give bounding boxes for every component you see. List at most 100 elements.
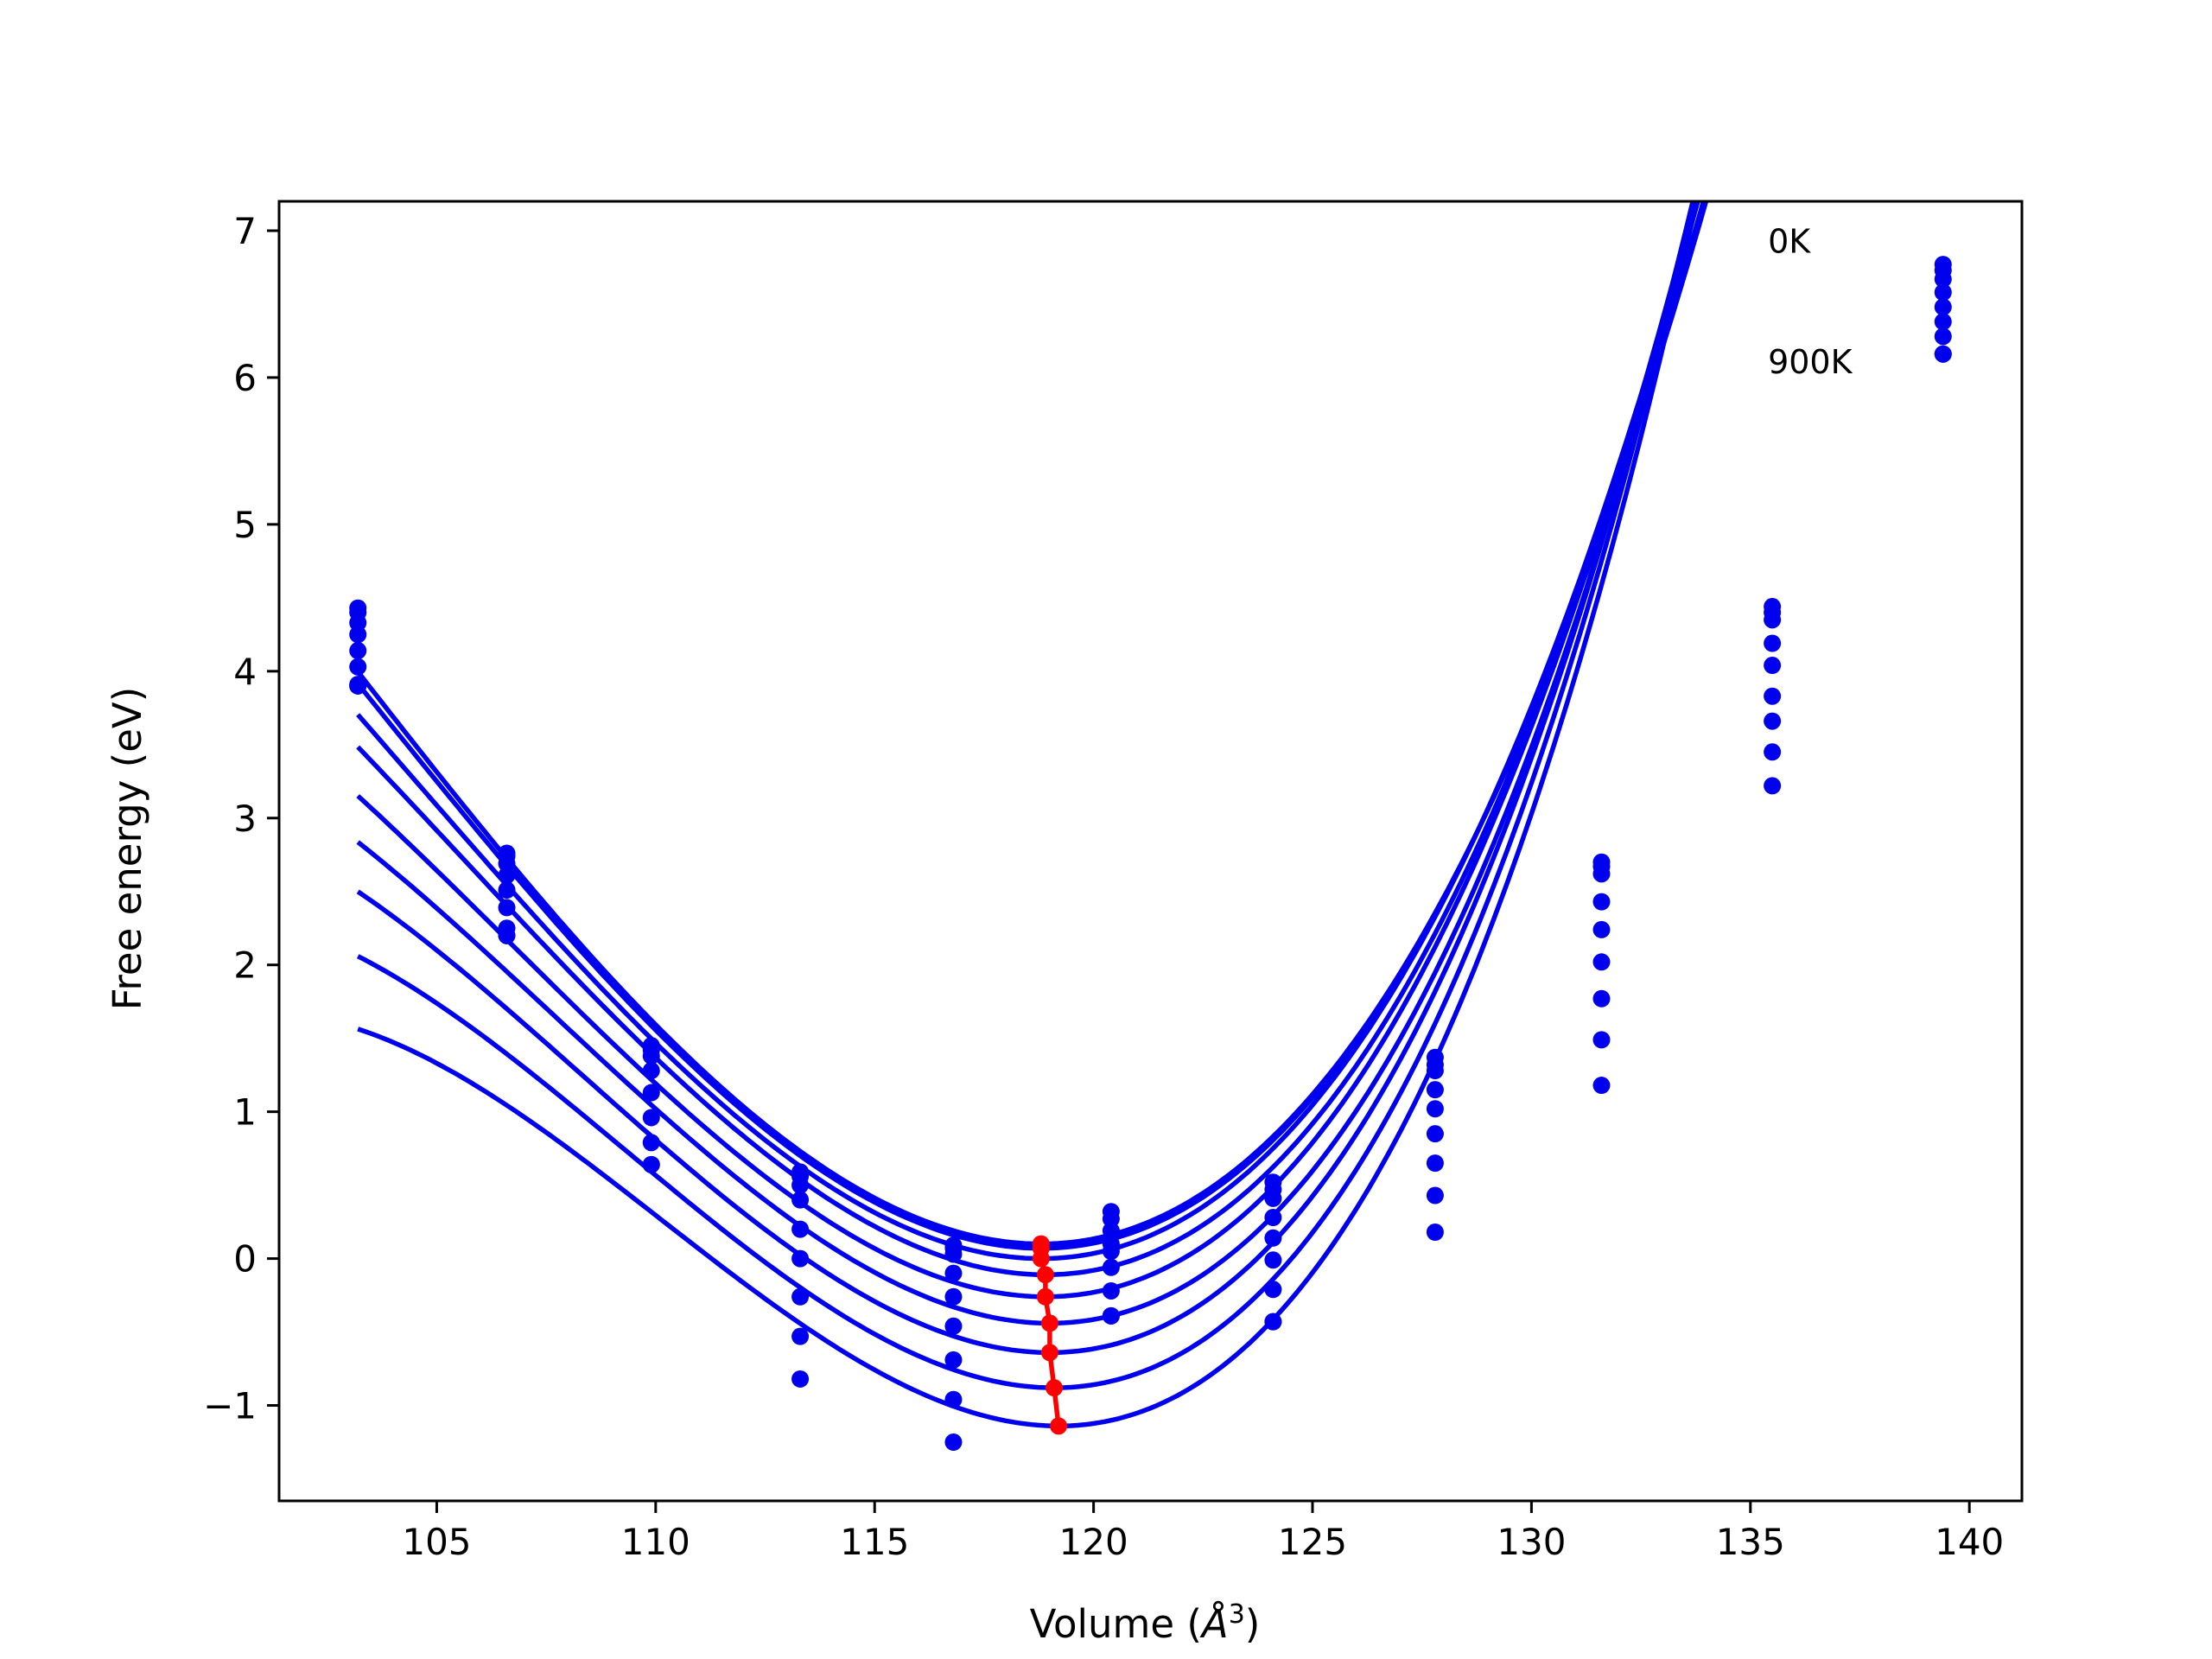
fit-curve-8: [356, 201, 1697, 1390]
data-point-s3-v5: [944, 1245, 963, 1263]
y-tick-label-7: 7: [233, 210, 257, 252]
data-point-s6-v3: [642, 1109, 660, 1127]
data-point-s9-v1: [349, 677, 367, 695]
data-point-s6-v9: [1592, 953, 1611, 971]
annotation-1: 0K: [1768, 222, 1811, 260]
x-axis-label-exponent: 3: [1229, 1599, 1245, 1630]
y-axis-ticks: −1 0 1 2 3 4 5 6 7: [203, 210, 279, 1427]
data-point-s9-v8: [1426, 1224, 1444, 1242]
data-point-s5-v4: [791, 1220, 810, 1238]
data-point-s7-v6: [1102, 1281, 1120, 1300]
data-point-s7-v4: [791, 1287, 810, 1306]
data-point-s9-v10: [1764, 777, 1782, 795]
minimum-point-3: [1032, 1249, 1050, 1268]
data-point-s3-v9: [1592, 865, 1611, 883]
data-point-s5-v11: [1934, 298, 1952, 316]
y-axis-label: Free energy (eV): [105, 687, 150, 1010]
annotations: 0K 900K: [1768, 222, 1853, 380]
x-axis-label-unit: Å: [1199, 1601, 1229, 1647]
x-tick-label-125: 125: [1278, 1521, 1347, 1563]
data-point-s5-v8: [1426, 1100, 1444, 1118]
x-tick-label-130: 130: [1497, 1521, 1566, 1563]
data-point-s9-v3: [642, 1155, 660, 1173]
fit-curve-9: [357, 201, 1700, 1429]
data-point-s7-v11: [1934, 327, 1952, 346]
data-point-s4-v4: [791, 1191, 810, 1209]
data-point-s5-v2: [498, 881, 516, 899]
data-point-s9-v7: [1264, 1313, 1282, 1331]
data-point-s4-v8: [1426, 1081, 1444, 1099]
data-point-s4-v7: [1264, 1209, 1282, 1227]
data-point-s4-v3: [642, 1062, 660, 1080]
data-point-s6-v6: [1102, 1258, 1120, 1276]
data-point-s8-v5: [944, 1390, 963, 1408]
data-point-s5-v7: [1264, 1229, 1282, 1247]
x-axis-label-close: ): [1245, 1601, 1261, 1647]
data-point-s9-v6: [1102, 1306, 1120, 1325]
data-point-s5-v10: [1764, 657, 1782, 675]
plot-frame: [277, 200, 2024, 1503]
data-point-s8-v10: [1764, 743, 1782, 761]
data-point-s4-v11: [1934, 283, 1952, 302]
data-point-s6-v4: [791, 1249, 810, 1268]
x-tick-label-135: 135: [1716, 1521, 1785, 1563]
fit-curves: [356, 201, 1709, 1429]
x-axis-label-main: Volume (: [1030, 1601, 1202, 1647]
data-point-s5-v5: [944, 1287, 963, 1306]
data-point-s3-v3: [642, 1047, 660, 1065]
y-tick-label-3: 3: [233, 798, 257, 840]
data-point-s6-v8: [1426, 1125, 1444, 1143]
x-tick-label-110: 110: [621, 1521, 690, 1563]
data-point-s3-v7: [1264, 1189, 1282, 1207]
x-tick-label-115: 115: [840, 1521, 909, 1563]
data-point-s7-v8: [1426, 1154, 1444, 1173]
y-tick-label-1: 1: [233, 1091, 257, 1134]
data-point-s6-v2: [498, 899, 516, 917]
data-point-s7-v7: [1264, 1281, 1282, 1299]
data-point-s9-v4: [791, 1370, 810, 1388]
data-point-s4-v5: [944, 1264, 963, 1282]
minimum-point-7: [1040, 1344, 1058, 1362]
data-point-s7-v10: [1764, 712, 1782, 730]
data-point-s5-v6: [1102, 1243, 1120, 1261]
y-tick-label-2: 2: [233, 944, 257, 987]
data-point-s7-v5: [944, 1351, 963, 1369]
data-point-s8-v4: [791, 1327, 810, 1345]
data-point-s4-v1: [349, 626, 367, 644]
annotation-2: 900K: [1768, 343, 1853, 381]
data-point-s3-v6: [1102, 1222, 1120, 1240]
y-tick-label--1: −1: [203, 1385, 257, 1427]
data-point-s8-v9: [1592, 1031, 1611, 1049]
data-point-s5-v9: [1592, 920, 1611, 938]
minimum-path: [1032, 1235, 1068, 1435]
data-point-s5-v1: [349, 642, 367, 660]
y-tick-label-4: 4: [233, 651, 257, 693]
data-point-s4-v9: [1592, 893, 1611, 911]
data-point-s3-v11: [1934, 270, 1952, 289]
x-tick-label-120: 120: [1059, 1521, 1128, 1563]
data-point-s7-v9: [1592, 989, 1611, 1007]
y-tick-label-6: 6: [233, 357, 257, 399]
x-tick-label-140: 140: [1935, 1521, 2004, 1563]
minimum-point-5: [1036, 1287, 1054, 1306]
data-point-s6-v5: [944, 1317, 963, 1335]
data-point-s6-v1: [349, 658, 367, 676]
data-point-s9-v9: [1592, 1077, 1611, 1095]
data-point-s9-v11: [1934, 345, 1952, 363]
y-tick-label-5: 5: [233, 504, 257, 546]
data-point-s8-v8: [1426, 1186, 1444, 1205]
data-point-s4-v10: [1764, 634, 1782, 652]
data-point-s3-v4: [791, 1176, 810, 1194]
data-point-s6-v11: [1934, 313, 1952, 331]
x-axis-label: Volume (Å3): [1030, 1599, 1261, 1648]
data-point-s7-v3: [642, 1134, 660, 1152]
minimum-point-6: [1040, 1314, 1058, 1332]
data-point-s3-v10: [1764, 611, 1782, 629]
x-tick-label-105: 105: [402, 1521, 471, 1563]
data-point-s6-v7: [1264, 1251, 1282, 1269]
data-point-s9-v5: [944, 1433, 963, 1452]
data-point-s5-v3: [642, 1084, 660, 1102]
